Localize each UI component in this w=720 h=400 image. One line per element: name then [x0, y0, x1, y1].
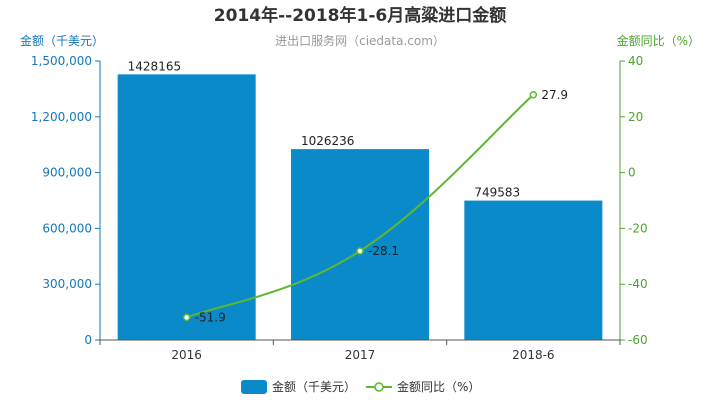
- left-tick-label: 300,000: [42, 277, 92, 291]
- left-tick-label: 600,000: [42, 221, 92, 235]
- bar-2016: [117, 74, 256, 340]
- bar-data-label: 1026236: [301, 134, 354, 148]
- chart-title: 2014年--2018年1-6月高粱进口金额: [214, 5, 506, 26]
- left-tick-label: 0: [84, 333, 92, 347]
- line-point-2017: [356, 247, 364, 255]
- legend-bar-swatch: [241, 380, 267, 394]
- line-data-label: 27.9: [541, 88, 568, 102]
- legend-bar-label: 金额（千美元）: [272, 379, 356, 394]
- bar-data-label: 1428165: [128, 59, 181, 73]
- right-tick-label: -20: [628, 221, 648, 235]
- right-tick-label: -60: [628, 333, 648, 347]
- right-axis-label: 金额同比（%）: [617, 33, 700, 48]
- line-data-label: -51.9: [195, 310, 226, 324]
- bar-2017: [291, 149, 429, 340]
- line-point-2016: [182, 313, 191, 322]
- left-tick-label: 900,000: [42, 166, 92, 180]
- legend-line-marker: [374, 382, 384, 392]
- x-tick-label: 2018-6: [512, 348, 555, 362]
- right-tick-label: 40: [628, 54, 643, 68]
- x-tick-label: 2016: [171, 348, 202, 362]
- bar-data-label: 749583: [474, 186, 520, 200]
- line-data-label: -28.1: [368, 244, 399, 258]
- left-axis-label: 金额（千美元）: [20, 33, 104, 48]
- right-tick-label: 20: [628, 110, 643, 124]
- legend-line-label: 金额同比（%）: [397, 379, 480, 394]
- chart-subtitle: 进出口服务网（ciedata.com）: [275, 33, 445, 48]
- bar-2018-6: [464, 200, 603, 340]
- x-tick-label: 2017: [345, 348, 376, 362]
- left-tick-label: 1,500,000: [31, 54, 92, 68]
- line-point-2018-6: [529, 91, 538, 99]
- right-tick-label: 0: [628, 166, 636, 180]
- left-tick-label: 1,200,000: [31, 110, 92, 124]
- right-tick-label: -40: [628, 277, 648, 291]
